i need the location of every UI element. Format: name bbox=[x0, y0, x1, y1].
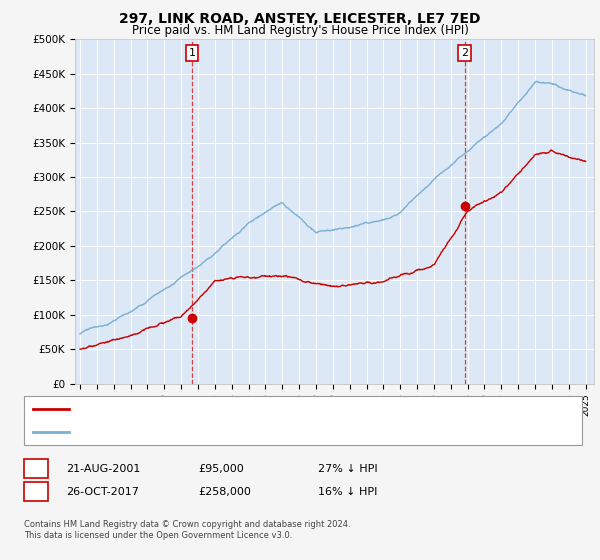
Text: HPI: Average price, detached house, Charnwood: HPI: Average price, detached house, Char… bbox=[75, 427, 327, 437]
Text: This data is licensed under the Open Government Licence v3.0.: This data is licensed under the Open Gov… bbox=[24, 531, 292, 540]
Text: 297, LINK ROAD, ANSTEY, LEICESTER, LE7 7ED (detached house): 297, LINK ROAD, ANSTEY, LEICESTER, LE7 7… bbox=[75, 404, 413, 414]
Text: Price paid vs. HM Land Registry's House Price Index (HPI): Price paid vs. HM Land Registry's House … bbox=[131, 24, 469, 36]
Text: Contains HM Land Registry data © Crown copyright and database right 2024.: Contains HM Land Registry data © Crown c… bbox=[24, 520, 350, 529]
Text: 21-AUG-2001: 21-AUG-2001 bbox=[66, 464, 140, 474]
Text: 297, LINK ROAD, ANSTEY, LEICESTER, LE7 7ED: 297, LINK ROAD, ANSTEY, LEICESTER, LE7 7… bbox=[119, 12, 481, 26]
Text: 1: 1 bbox=[32, 464, 40, 474]
Text: 2: 2 bbox=[32, 487, 40, 497]
Text: 26-OCT-2017: 26-OCT-2017 bbox=[66, 487, 139, 497]
Text: 16% ↓ HPI: 16% ↓ HPI bbox=[318, 487, 377, 497]
Text: £95,000: £95,000 bbox=[198, 464, 244, 474]
Text: 1: 1 bbox=[188, 48, 196, 58]
Text: 27% ↓ HPI: 27% ↓ HPI bbox=[318, 464, 377, 474]
Text: 2: 2 bbox=[461, 48, 468, 58]
Text: £258,000: £258,000 bbox=[198, 487, 251, 497]
